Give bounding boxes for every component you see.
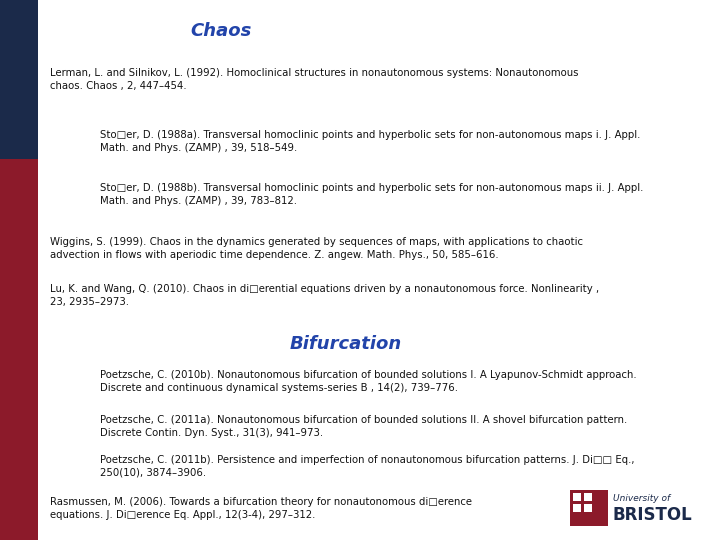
Text: University of: University of xyxy=(613,494,670,503)
Bar xyxy=(0,0,38,159)
Bar xyxy=(570,490,608,526)
Text: Bifurcation: Bifurcation xyxy=(290,335,402,353)
Bar xyxy=(584,504,592,512)
Text: BRISTOL: BRISTOL xyxy=(613,506,693,524)
Text: Wiggins, S. (1999). Chaos in the dynamics generated by sequences of maps, with a: Wiggins, S. (1999). Chaos in the dynamic… xyxy=(50,237,583,260)
Bar xyxy=(584,493,592,501)
Text: Lerman, L. and Silnikov, L. (1992). Homoclinical structures in nonautonomous sys: Lerman, L. and Silnikov, L. (1992). Homo… xyxy=(50,68,578,91)
Bar xyxy=(573,504,581,512)
Text: Poetzsche, C. (2011b). Persistence and imperfection of nonautonomous bifurcation: Poetzsche, C. (2011b). Persistence and i… xyxy=(100,455,634,478)
Text: Poetzsche, C. (2010b). Nonautonomous bifurcation of bounded solutions I. A Lyapu: Poetzsche, C. (2010b). Nonautonomous bif… xyxy=(100,370,636,393)
Text: Chaos: Chaos xyxy=(190,22,251,40)
Bar xyxy=(573,493,581,501)
Text: Sto□er, D. (1988a). Transversal homoclinic points and hyperbolic sets for non-au: Sto□er, D. (1988a). Transversal homoclin… xyxy=(100,130,640,153)
Text: Rasmussen, M. (2006). Towards a bifurcation theory for nonautonomous di□erence
e: Rasmussen, M. (2006). Towards a bifurcat… xyxy=(50,497,472,520)
Bar xyxy=(0,159,38,540)
Text: Lu, K. and Wang, Q. (2010). Chaos in di□erential equations driven by a nonautono: Lu, K. and Wang, Q. (2010). Chaos in di□… xyxy=(50,284,599,307)
Text: Poetzsche, C. (2011a). Nonautonomous bifurcation of bounded solutions II. A shov: Poetzsche, C. (2011a). Nonautonomous bif… xyxy=(100,415,627,438)
Text: Sto□er, D. (1988b). Transversal homoclinic points and hyperbolic sets for non-au: Sto□er, D. (1988b). Transversal homoclin… xyxy=(100,183,644,206)
